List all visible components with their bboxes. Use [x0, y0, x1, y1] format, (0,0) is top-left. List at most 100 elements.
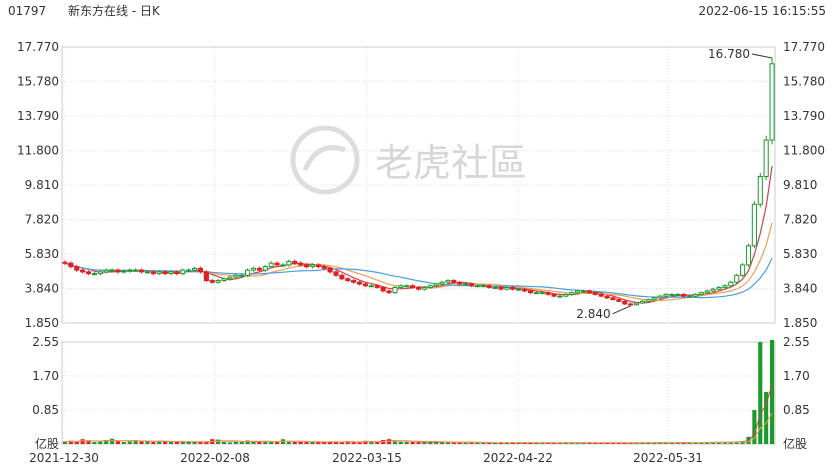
- candle: [757, 176, 763, 205]
- candle: [339, 274, 345, 280]
- price-tick-left: 3.840: [25, 282, 59, 296]
- candle: [639, 300, 645, 304]
- volume-bar: [534, 442, 539, 444]
- timestamp: 2022-06-15 16:15:55: [698, 4, 826, 18]
- price-tick-left: 17.770: [17, 40, 59, 54]
- volume-bar: [628, 443, 633, 444]
- price-tick-right: 5.830: [783, 247, 817, 261]
- candle: [156, 271, 162, 275]
- candle: [250, 267, 257, 271]
- volume-bar: [286, 442, 291, 444]
- volume-bar: [104, 440, 109, 444]
- volume-bar: [369, 441, 374, 444]
- volume-bar: [728, 442, 733, 444]
- price-tick-right: 3.840: [783, 282, 817, 296]
- watermark-text: 老虎社區: [375, 141, 527, 185]
- candle: [586, 290, 592, 294]
- candle: [692, 293, 699, 297]
- volume-bar: [239, 442, 244, 444]
- candle: [138, 269, 145, 273]
- date-tick: 2022-03-15: [332, 451, 402, 465]
- candle: [657, 295, 663, 299]
- volume-bar: [428, 442, 433, 444]
- candle: [262, 266, 268, 271]
- candle: [516, 288, 522, 291]
- candles: [62, 57, 775, 306]
- candle: [197, 267, 204, 273]
- candle: [292, 260, 298, 264]
- volume-bar: [599, 442, 604, 444]
- volume-bar: [392, 441, 397, 444]
- volume-bar: [604, 442, 610, 444]
- volume-bar: [275, 442, 280, 444]
- candle: [486, 285, 492, 288]
- candle: [280, 264, 286, 267]
- volume-bar: [375, 442, 380, 444]
- volume-bar: [445, 442, 451, 444]
- candle: [144, 271, 151, 274]
- volume-bar: [434, 442, 439, 444]
- volume-bar: [681, 442, 686, 444]
- candle: [745, 245, 752, 266]
- candle: [386, 290, 392, 294]
- candle: [362, 283, 369, 287]
- volume-bar: [764, 392, 769, 444]
- volume-bar: [263, 441, 268, 444]
- price-tick-right: 11.800: [783, 144, 825, 158]
- high-price-label: 16.780: [708, 47, 750, 61]
- volume-bar: [451, 442, 456, 444]
- date-axis: 2021-12-30 2022-02-08 2022-03-15 2022-04-22…: [29, 451, 703, 465]
- volume-bar: [734, 441, 739, 444]
- candle: [315, 264, 321, 268]
- price-axis-left: 17.770 15.780 13.790 11.800 9.810 7.820 5.830 3…: [17, 40, 59, 330]
- candle: [333, 271, 339, 276]
- candle: [463, 283, 469, 286]
- volume-bar: [257, 441, 262, 444]
- candle: [127, 269, 133, 272]
- volume-bar: [398, 442, 403, 444]
- candle: [68, 262, 74, 268]
- price-tick-left: 15.780: [17, 75, 59, 89]
- volume-bar: [569, 442, 574, 444]
- candle: [221, 278, 227, 282]
- candle: [604, 295, 610, 299]
- volume-bar: [546, 442, 551, 444]
- candle: [669, 293, 675, 296]
- price-tick-right: 17.770: [783, 40, 825, 54]
- candle: [115, 269, 121, 273]
- candle: [298, 262, 304, 266]
- volume-tick-right: 1.70: [783, 369, 810, 383]
- volume-bar: [174, 441, 179, 444]
- volume-bar: [186, 442, 191, 444]
- candle: [192, 267, 198, 271]
- volume-bar: [363, 440, 368, 444]
- volume-bar: [251, 442, 256, 444]
- candle: [357, 281, 363, 285]
- candle: [91, 273, 97, 276]
- volume-bar: [133, 440, 138, 444]
- volume-bar: [481, 442, 486, 444]
- volume-bar: [663, 442, 669, 444]
- volume-bar: [646, 442, 651, 444]
- candle: [445, 280, 451, 283]
- candle: [286, 260, 292, 266]
- candle: [345, 278, 351, 282]
- volume-bar: [722, 442, 727, 444]
- candle: [85, 271, 92, 275]
- volume-tick-left: 1.70: [32, 369, 59, 383]
- volume-bar: [322, 442, 327, 444]
- volume-bar: [705, 442, 710, 444]
- volume-bar: [675, 442, 680, 444]
- candle: [133, 269, 139, 272]
- candle: [227, 276, 233, 280]
- volume-bar: [316, 442, 321, 444]
- volume-ma5-line: [64, 384, 773, 444]
- volume-bar: [463, 442, 468, 444]
- candle: [62, 261, 68, 264]
- candle: [492, 286, 498, 289]
- candle: [97, 271, 103, 275]
- candle: [327, 267, 333, 273]
- candle: [74, 266, 80, 271]
- candle: [439, 281, 445, 285]
- stock-code: 01797: [8, 4, 47, 18]
